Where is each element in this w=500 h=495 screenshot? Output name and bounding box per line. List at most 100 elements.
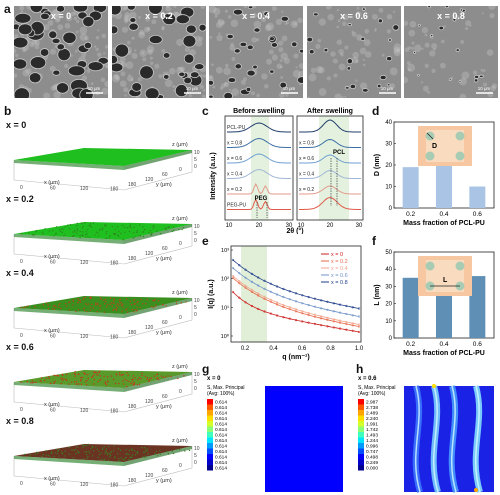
sem-texture	[31, 39, 38, 46]
sem-texture	[137, 16, 141, 19]
y-axis-label: I(q) (a.u.)	[208, 279, 215, 309]
surface-feature	[86, 233, 88, 235]
surface-feature	[73, 372, 75, 375]
x-tick-label: 0.2	[406, 341, 415, 348]
sem-texture	[146, 45, 154, 54]
sem-pore	[175, 14, 190, 25]
sem-texture	[362, 58, 365, 62]
surface-feature	[49, 382, 52, 385]
surface-feature	[24, 306, 27, 308]
y-tick-label: 10	[385, 185, 392, 191]
y-tick-label: 10⁰	[221, 333, 230, 340]
surface-feature	[185, 301, 187, 303]
x-tick: 120	[80, 260, 89, 266]
sem-scale-label: 10 μm	[380, 86, 393, 91]
surface-feature	[99, 228, 102, 230]
surface-feature	[131, 378, 133, 381]
surface-feature	[159, 450, 161, 452]
surface-feature	[104, 225, 106, 228]
sem-texture	[160, 27, 164, 31]
surface-feature	[61, 231, 63, 234]
sem-texture	[195, 35, 201, 41]
saxs-curve	[232, 275, 360, 325]
surface-feature	[84, 222, 86, 224]
sem-texture	[386, 14, 392, 20]
surface-feature	[144, 455, 146, 457]
x-tick: 180	[110, 409, 119, 415]
surface-feature	[89, 236, 91, 239]
surface-feature	[117, 234, 119, 236]
surface-feature	[132, 384, 134, 386]
stress-band-core	[432, 385, 439, 493]
sem-texture	[160, 25, 165, 30]
waxs-curve	[227, 153, 291, 164]
sem-texture	[121, 26, 128, 33]
sem-texture	[130, 78, 133, 81]
sem-texture	[276, 63, 283, 69]
sem-texture	[393, 49, 401, 57]
legend-value: 0.614	[215, 438, 227, 444]
surface-feature	[112, 309, 114, 311]
surface-feature	[104, 450, 107, 452]
x-tick: 120	[80, 334, 89, 340]
surface-feature	[82, 231, 84, 233]
saxs-panel: 10⁰ 10¹ 10² 10³ 0.2 0.4 0.6 0.8 1.0 I(q) (a.u.) q …	[208, 245, 364, 361]
surface-feature	[72, 299, 74, 301]
sem-texture	[63, 63, 69, 69]
sem-pore	[269, 69, 275, 74]
surface-edge	[14, 308, 124, 318]
surface-feature	[95, 371, 98, 374]
surface-feature	[99, 308, 101, 310]
sem-texture	[216, 34, 223, 42]
surface-feature	[86, 310, 88, 313]
surface-feature	[139, 224, 141, 226]
panel-label-a: a	[4, 2, 11, 16]
surface-feature	[121, 374, 123, 376]
surface-feature	[151, 232, 153, 234]
legend-color	[358, 465, 364, 471]
surface-feature	[77, 301, 79, 304]
sem-texture	[491, 83, 498, 89]
sem-pore	[448, 78, 452, 82]
bar	[436, 154, 452, 208]
surface-feature	[60, 382, 62, 385]
surface-feature	[105, 232, 107, 235]
y-axis-label: D (nm)	[374, 154, 381, 176]
sem-pore	[233, 48, 241, 54]
sem-texture	[363, 39, 371, 46]
sem-texture	[481, 12, 484, 15]
surface-feature	[126, 372, 128, 374]
sem-texture	[105, 65, 108, 69]
surface-feature	[82, 297, 85, 299]
surface-feature	[84, 236, 86, 238]
sem-texture	[424, 42, 430, 48]
surface-feature	[29, 454, 32, 456]
y-tick-label: 10¹	[221, 305, 229, 311]
sem-label: x = 0.2	[145, 11, 173, 21]
y-tick: 0	[179, 167, 182, 173]
surface-feature	[48, 377, 51, 380]
surface-feature	[137, 379, 139, 381]
surface-feature	[97, 374, 99, 376]
sem-texture	[465, 20, 472, 27]
surface-feature	[47, 454, 50, 457]
sem-texture	[285, 93, 289, 97]
sem-texture	[79, 26, 88, 35]
legend-title: S, Max. Principal	[358, 385, 396, 391]
surface-feature	[63, 234, 65, 237]
surface-feature	[134, 302, 136, 305]
x-tick: 0	[20, 185, 23, 191]
data-point	[231, 290, 235, 294]
sem-label: x = 0	[51, 11, 71, 21]
sem-pore	[347, 23, 352, 27]
surface-feature	[91, 375, 94, 378]
x-tick: 120	[80, 186, 89, 192]
sem-texture	[70, 54, 73, 57]
z-tick: 0	[194, 164, 197, 170]
x-tick-label: 0.6	[298, 346, 307, 352]
waxs-curve	[299, 119, 361, 133]
y-tick: 60	[162, 394, 168, 400]
topography-label: x = 0.6	[6, 342, 34, 352]
y-tick-label: 20	[385, 163, 392, 169]
legend-color	[358, 426, 364, 432]
